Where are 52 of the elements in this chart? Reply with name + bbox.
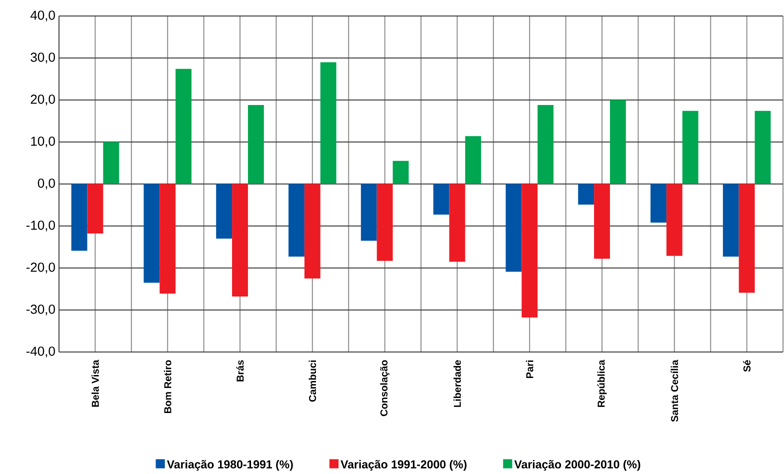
bar	[610, 100, 626, 184]
x-tick-label: Brás	[236, 360, 244, 382]
y-tick-label: 0,0	[38, 178, 55, 190]
bar	[376, 184, 393, 261]
x-tick-label: Sé	[743, 360, 751, 372]
y-tick-label: 20,0	[30, 94, 55, 106]
bar	[176, 68, 192, 184]
bar	[738, 184, 755, 293]
bar	[71, 184, 88, 251]
x-tick-label: Consolação	[380, 360, 390, 416]
bar	[87, 184, 104, 234]
bar	[103, 142, 120, 184]
legend-label: Variação 1980-1991 (%)	[166, 460, 293, 471]
y-tick-label: 30,0	[30, 52, 55, 64]
bar	[433, 184, 450, 215]
bar	[594, 184, 610, 259]
y-tick-label: -30,0	[26, 304, 55, 316]
legend-label: Variação 1991-2000 (%)	[340, 460, 467, 471]
x-tick-label: Liberdade	[454, 360, 461, 407]
bar	[538, 105, 554, 184]
bar	[465, 136, 482, 184]
y-tick-label: 40,0	[30, 10, 55, 22]
bar	[248, 105, 264, 184]
y-tick-label: -40,0	[26, 346, 55, 358]
bar	[449, 184, 466, 262]
y-tick-label: -20,0	[26, 262, 55, 274]
bar	[722, 184, 739, 257]
bar	[360, 184, 377, 241]
bar	[650, 184, 666, 223]
bar	[304, 184, 320, 278]
bar	[392, 160, 409, 184]
x-tick-label: Pari	[526, 360, 534, 378]
x-tick-label: Bom Retiro	[164, 360, 172, 414]
x-tick-label: Cambuci	[308, 360, 316, 402]
bar	[288, 184, 304, 257]
legend-label: Variação 2000-2010 (%)	[514, 460, 640, 471]
bar	[144, 184, 160, 283]
x-tick-label: Santa Cecília	[670, 360, 678, 422]
y-tick-label: 10,0	[31, 136, 55, 148]
bar	[754, 110, 771, 184]
bar	[320, 62, 336, 184]
y-tick-label: -10,0	[26, 220, 55, 232]
bar	[666, 184, 682, 256]
bar	[682, 110, 698, 184]
x-tick-label: República	[597, 360, 607, 407]
bar	[160, 184, 176, 294]
x-tick-label: Bela Vista	[92, 360, 99, 407]
bar	[216, 184, 232, 239]
bar	[506, 184, 522, 272]
bar	[522, 184, 538, 318]
bar	[232, 184, 248, 297]
bar	[578, 184, 594, 205]
